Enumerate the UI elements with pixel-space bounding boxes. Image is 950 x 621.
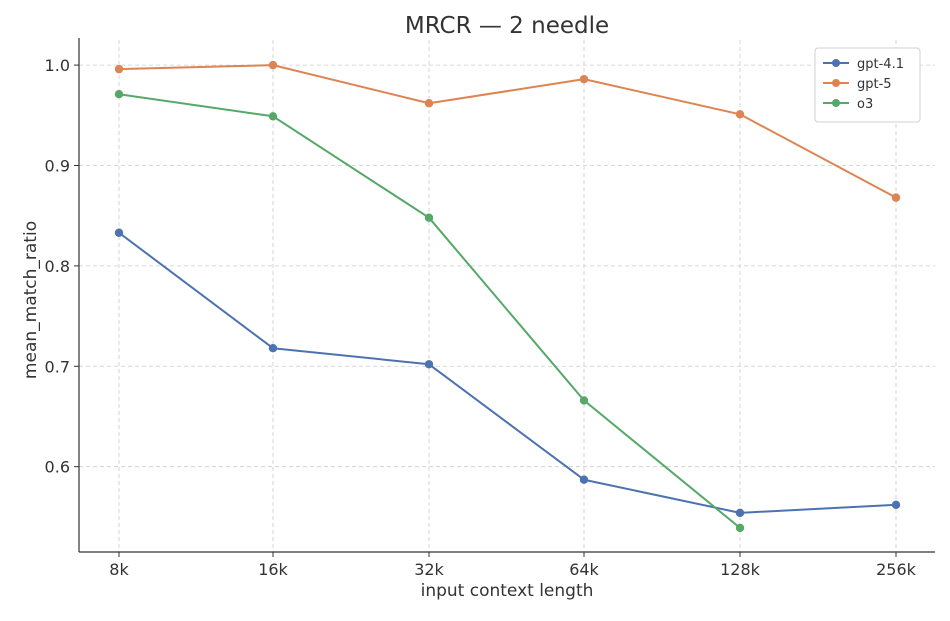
data-point (268, 112, 278, 121)
x-tick-label: 64k (569, 560, 599, 579)
data-point (424, 99, 434, 108)
data-point (424, 360, 434, 369)
data-point (735, 523, 745, 533)
ticks: 8k 16k 32k 64k 128k 256k 0.6 0.7 0.8 0.9 1.0 (45, 56, 917, 579)
x-tick-label: 128k (720, 560, 761, 579)
data-point (114, 228, 124, 237)
data-point (114, 90, 124, 99)
y-tick-label: 0.9 (45, 156, 70, 175)
data-point (891, 193, 901, 202)
data-point (891, 500, 901, 510)
data-point (268, 344, 278, 353)
y-tick-label: 0.6 (45, 458, 70, 477)
legend: gpt-4.1 gpt-5 o3 (814, 47, 921, 123)
legend-label: o3 (857, 97, 873, 112)
series-gpt-4.1 (114, 228, 901, 518)
series-line-gpt-5 (118, 64, 897, 199)
x-tick-label: 16k (258, 560, 288, 579)
data-point (579, 74, 589, 84)
grid (79, 40, 935, 552)
series-o3 (114, 90, 745, 533)
x-tick-label: 32k (414, 560, 444, 579)
x-axis-label: input context length (421, 581, 594, 601)
data-point (114, 64, 124, 74)
y-tick-label: 1.0 (45, 56, 70, 75)
legend-label: gpt-4.1 (857, 57, 904, 72)
legend-marker (832, 79, 840, 87)
chart-title: MRCR — 2 needle (405, 13, 609, 39)
y-axis-label: mean_match_ratio (21, 221, 41, 379)
data-point (735, 110, 745, 119)
series-gpt-5 (114, 60, 901, 202)
data-point (424, 213, 434, 222)
y-tick-label: 0.8 (45, 257, 70, 276)
data-point (268, 60, 278, 70)
x-tick-label: 8k (109, 560, 129, 579)
legend-label: gpt-5 (857, 77, 892, 92)
x-tick-label: 256k (876, 560, 917, 579)
data-point (579, 475, 589, 484)
series-line-gpt-4.1 (118, 231, 897, 514)
y-tick-label: 0.7 (45, 357, 70, 376)
legend-marker (832, 99, 840, 107)
data-point (579, 396, 589, 405)
series-layer (114, 60, 901, 533)
data-point (735, 508, 745, 518)
legend-marker (832, 59, 840, 67)
